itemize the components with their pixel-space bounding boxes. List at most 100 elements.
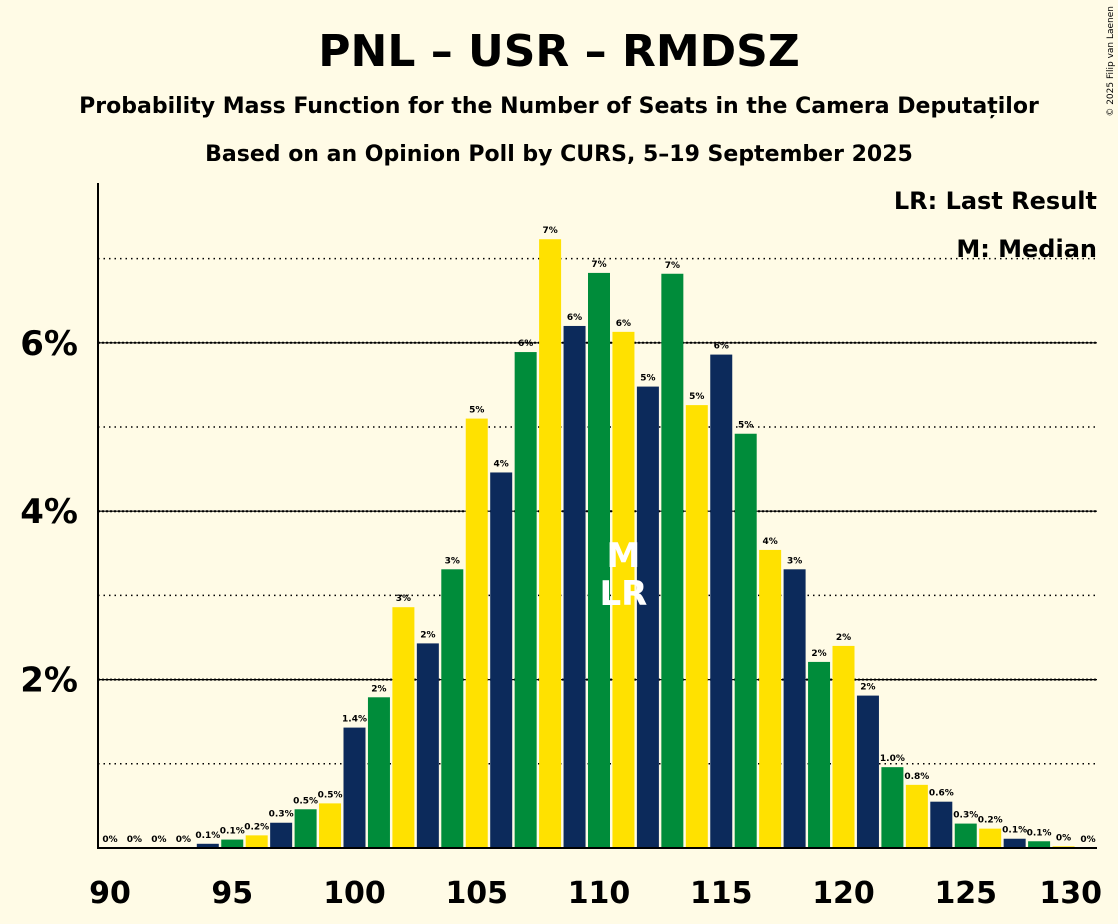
- data-label-93: 0%: [176, 835, 191, 845]
- data-label-111: 6%: [616, 319, 631, 329]
- copyright-notice: © 2025 Filip van Laenen: [1106, 6, 1116, 117]
- data-label-129: 0%: [1056, 833, 1071, 843]
- median-marker: M: [607, 536, 641, 576]
- bar-118: [783, 569, 806, 848]
- bar-113: [661, 273, 684, 849]
- data-label-107: 6%: [518, 339, 533, 349]
- y-tick-label: 2%: [20, 661, 78, 701]
- x-axis-tick-labels: 90 95 100 105 110 115 120 125 130: [89, 876, 1102, 911]
- bar-104: [441, 569, 464, 848]
- bar-127: [1003, 838, 1026, 848]
- y-tick-label: 6%: [20, 324, 78, 364]
- data-label-117: 4%: [763, 537, 778, 547]
- data-label-112: 5%: [640, 374, 655, 384]
- bar-110: [588, 272, 610, 848]
- chart-subtitle: Probability Mass Function for the Number…: [79, 94, 1039, 119]
- bar-100: [343, 727, 366, 848]
- bar-117: [759, 549, 782, 848]
- bar-102: [392, 607, 415, 848]
- last-result-marker: LR: [600, 574, 648, 614]
- x-tick-label: 100: [323, 876, 386, 911]
- x-tick-label: 120: [812, 876, 875, 911]
- bar-123: [905, 784, 928, 848]
- chart-title: PNL – USR – RMDSZ: [318, 26, 799, 77]
- data-label-108: 7%: [542, 226, 557, 236]
- bar-101: [367, 697, 390, 848]
- data-label-105: 5%: [469, 406, 484, 416]
- x-tick-label: 95: [211, 876, 253, 911]
- bar-111: [612, 331, 635, 848]
- data-label-128: 0.1%: [1027, 828, 1052, 838]
- x-tick-label: 125: [934, 876, 997, 911]
- bar-121: [856, 695, 879, 848]
- bar-105: [465, 418, 488, 848]
- data-label-119: 2%: [811, 649, 826, 659]
- data-label-114: 5%: [689, 392, 704, 402]
- bar-114: [685, 405, 708, 848]
- x-tick-label: 90: [89, 876, 131, 911]
- x-tick-label: 130: [1039, 876, 1102, 911]
- x-tick-label: 110: [568, 876, 631, 911]
- legend-last-result: LR: Last Result: [894, 187, 1097, 215]
- data-label-116: 5%: [738, 421, 753, 431]
- bars-group: [196, 239, 1075, 849]
- data-label-110: 7%: [591, 260, 606, 270]
- bar-108: [539, 239, 562, 848]
- data-label-100: 1.4%: [342, 715, 367, 725]
- bar-97: [270, 822, 293, 848]
- bar-125: [954, 823, 977, 848]
- y-tick-label: 4%: [20, 492, 78, 532]
- bar-99: [319, 803, 342, 848]
- data-label-118: 3%: [787, 556, 802, 566]
- data-label-91: 0%: [127, 835, 142, 845]
- data-label-94: 0.1%: [195, 831, 220, 841]
- bar-106: [490, 472, 513, 848]
- legend-median: M: Median: [956, 235, 1097, 263]
- bar-120: [832, 645, 855, 848]
- bar-107: [514, 352, 537, 848]
- bar-116: [734, 433, 757, 848]
- data-label-115: 6%: [714, 342, 729, 352]
- bar-95: [221, 839, 244, 848]
- bar-122: [881, 767, 904, 848]
- data-label-121: 2%: [860, 683, 875, 693]
- axes: [97, 183, 1097, 849]
- data-label-104: 3%: [445, 556, 460, 566]
- data-label-130: 0%: [1080, 835, 1095, 845]
- data-label-123: 0.8%: [904, 772, 929, 782]
- bar-109: [563, 325, 586, 849]
- bar-112: [636, 386, 659, 848]
- data-label-95: 0.1%: [220, 827, 245, 837]
- data-label-92: 0%: [151, 835, 166, 845]
- y-axis-tick-labels: 2% 4% 6%: [20, 324, 78, 701]
- bar-94: [196, 843, 219, 848]
- data-label-90: 0%: [102, 835, 117, 845]
- data-label-103: 2%: [420, 630, 435, 640]
- bar-98: [294, 809, 317, 848]
- data-label-127: 0.1%: [1002, 826, 1027, 836]
- bar-124: [930, 801, 953, 848]
- data-label-97: 0.3%: [269, 810, 294, 820]
- x-tick-label: 105: [445, 876, 508, 911]
- chart-source-line: Based on an Opinion Poll by CURS, 5–19 S…: [205, 142, 913, 167]
- data-label-102: 3%: [396, 594, 411, 604]
- x-tick-label: 115: [690, 876, 753, 911]
- data-label-101: 2%: [371, 684, 386, 694]
- data-label-120: 2%: [836, 633, 851, 643]
- data-label-122: 1.0%: [880, 754, 905, 764]
- bar-103: [416, 643, 439, 848]
- bar-115: [710, 354, 733, 848]
- data-labels-group: 0% 0% 0% 0% 0.1% 0.1% 0.2%0.3%0.5%0.5%1.4%2%3%…: [102, 226, 1095, 845]
- bar-96: [245, 835, 268, 848]
- data-label-126: 0.2%: [978, 816, 1003, 826]
- bar-119: [808, 661, 831, 848]
- data-label-124: 0.6%: [929, 789, 954, 799]
- data-label-99: 0.5%: [318, 790, 343, 800]
- data-label-109: 6%: [567, 313, 582, 323]
- data-label-106: 4%: [494, 459, 509, 469]
- data-label-125: 0.3%: [953, 811, 978, 821]
- data-label-96: 0.2%: [244, 822, 269, 832]
- bar-128: [1028, 841, 1051, 848]
- bar-126: [979, 828, 1002, 848]
